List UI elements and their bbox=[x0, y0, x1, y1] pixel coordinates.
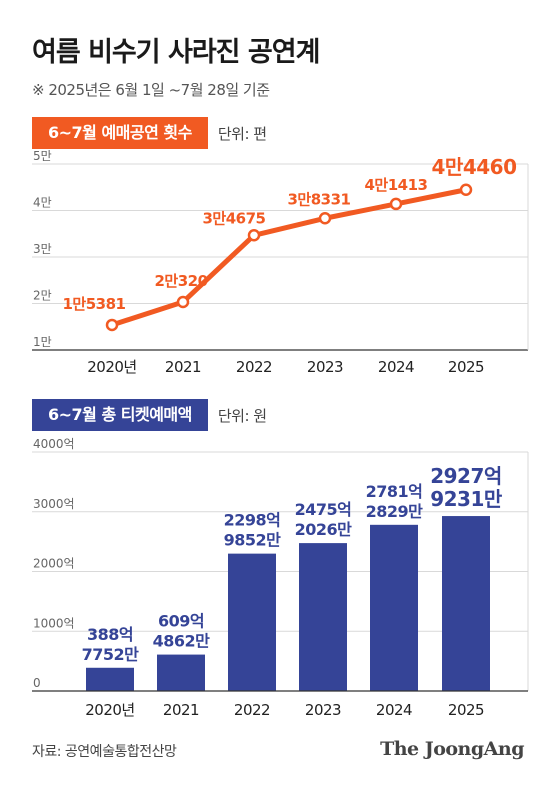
y-tick-label: 0 bbox=[33, 676, 41, 690]
performance-count-line-chart: 1만 2만 3만 4만 5만 1만5381 2020년 2만320 2021 3만4675 2022… bbox=[32, 149, 529, 376]
y-tick-label: 3000억 bbox=[33, 497, 75, 511]
data-label-eok: 2298억 bbox=[224, 511, 281, 530]
base-date-note: ※ 2025년은 6월 1일 ~7월 28일 기준 bbox=[32, 81, 270, 99]
data-label-man: 9231만 bbox=[430, 487, 503, 511]
x-tick-label: 2025 bbox=[448, 701, 484, 719]
data-label-man: 7752만 bbox=[82, 645, 140, 664]
data-label-eok: 2927억 bbox=[430, 464, 502, 488]
x-tick-label: 2020년 bbox=[87, 358, 136, 376]
bar bbox=[157, 654, 205, 691]
x-tick-label: 2023 bbox=[305, 701, 341, 719]
data-label: 3만4675 bbox=[203, 209, 266, 227]
series-line bbox=[109, 187, 469, 328]
x-tick-label: 2024 bbox=[376, 701, 412, 719]
x-tick-label: 2023 bbox=[307, 358, 343, 376]
data-point bbox=[318, 212, 332, 225]
data-label-eok: 609억 bbox=[158, 612, 204, 631]
data-point bbox=[459, 183, 473, 197]
bar-chart-unit: 단위: 원 bbox=[217, 406, 267, 425]
data-label-eok: 2781억 bbox=[366, 482, 423, 501]
data-label-eok: 2475억 bbox=[295, 500, 352, 519]
page-title: 여름 비수기 사라진 공연계 bbox=[32, 37, 320, 68]
bar-chart-title: 6~7월 총 티켓예매액 bbox=[32, 399, 208, 431]
data-label: 3만8331 bbox=[288, 190, 351, 208]
x-tick-label: 2022 bbox=[234, 701, 270, 719]
publisher-logo: The JoongAng bbox=[380, 738, 524, 760]
x-tick-label: 2025 bbox=[448, 358, 484, 376]
y-tick-label: 4만 bbox=[33, 196, 52, 210]
source-note: 자료: 공연예술통합전산망 bbox=[32, 744, 177, 760]
y-tick-label: 4000억 bbox=[33, 437, 75, 451]
data-point bbox=[176, 295, 190, 309]
data-label-man: 2026만 bbox=[295, 520, 353, 539]
data-label-eok: 388억 bbox=[87, 625, 133, 644]
bar bbox=[86, 667, 134, 691]
data-label-man: 9852만 bbox=[224, 531, 282, 550]
bar bbox=[442, 516, 490, 691]
y-tick-label: 2만 bbox=[33, 289, 52, 303]
data-point bbox=[389, 197, 403, 211]
x-tick-label: 2021 bbox=[165, 358, 201, 376]
x-tick-label: 2024 bbox=[378, 358, 414, 376]
x-tick-label: 2022 bbox=[236, 358, 272, 376]
bar-chart-header: 6~7월 총 티켓예매액 단위: 원 bbox=[32, 399, 267, 431]
data-label-man: 2829만 bbox=[366, 502, 424, 521]
line-chart-unit: 단위: 편 bbox=[217, 124, 267, 143]
line-chart-header: 6~7월 예매공연 횟수 단위: 편 bbox=[32, 117, 267, 149]
bar bbox=[299, 543, 347, 691]
x-tick-label: 2021 bbox=[163, 701, 199, 719]
bar bbox=[228, 553, 276, 691]
data-label: 1만5381 bbox=[63, 295, 126, 313]
line-chart-title: 6~7월 예매공연 횟수 bbox=[32, 117, 208, 149]
y-tick-label: 5만 bbox=[33, 149, 52, 163]
y-tick-label: 1만 bbox=[33, 335, 52, 349]
data-label: 2만320 bbox=[154, 272, 207, 290]
data-point bbox=[247, 229, 261, 242]
y-tick-label: 1000억 bbox=[33, 616, 75, 630]
x-tick-label: 2020년 bbox=[85, 701, 134, 719]
y-tick-label: 3만 bbox=[33, 242, 52, 256]
y-tick-label: 2000억 bbox=[33, 557, 75, 571]
data-label-man: 4862만 bbox=[153, 632, 211, 651]
data-point bbox=[105, 318, 119, 332]
bar bbox=[370, 524, 418, 691]
data-label: 4만1413 bbox=[365, 176, 428, 194]
data-label: 4만4460 bbox=[432, 155, 517, 179]
